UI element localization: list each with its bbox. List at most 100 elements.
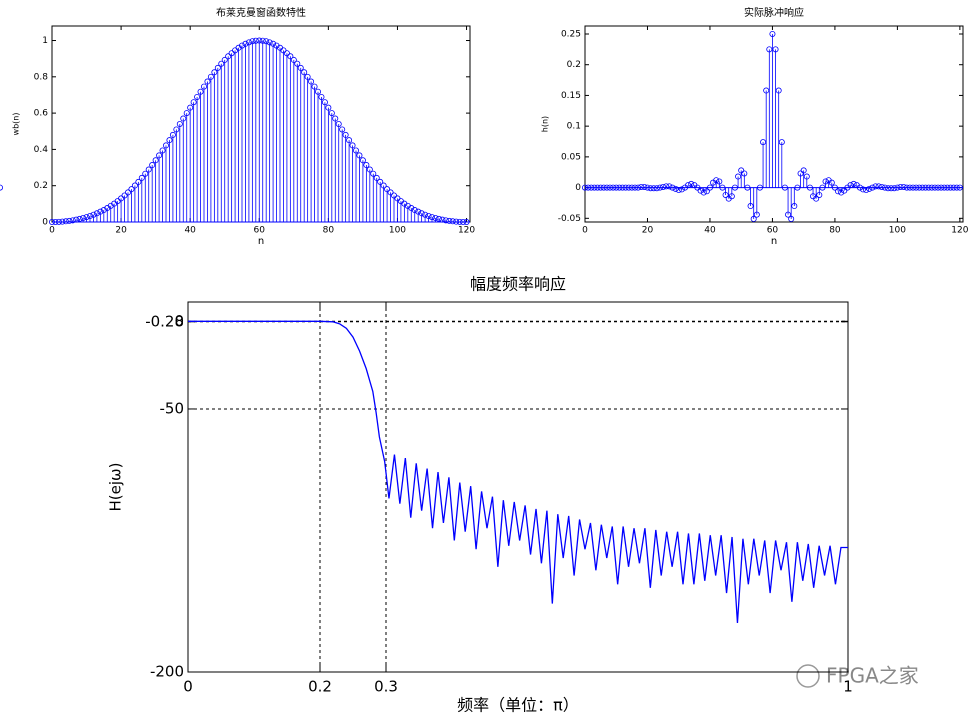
stem-marker xyxy=(308,78,315,85)
stem-marker xyxy=(794,184,801,191)
y-axis-label: H(ejω) xyxy=(107,463,125,512)
stem-marker xyxy=(159,147,166,154)
stem-marker xyxy=(460,218,467,225)
stem-marker xyxy=(180,115,187,122)
y-tick-label: 0.1 xyxy=(567,122,581,132)
stem-marker xyxy=(428,214,435,221)
stem-marker xyxy=(891,185,898,192)
stem-marker xyxy=(925,184,932,191)
stem-marker xyxy=(738,167,745,174)
x-tick-label: 100 xyxy=(889,226,906,236)
x-tick-label: 0 xyxy=(183,678,193,696)
stem-marker xyxy=(432,215,439,222)
stem-marker xyxy=(603,184,610,191)
stem-marker xyxy=(703,188,710,195)
stem-marker xyxy=(76,215,83,222)
stem-marker xyxy=(390,192,397,199)
stem-marker xyxy=(744,184,751,191)
stem-marker xyxy=(152,157,159,164)
stem-marker xyxy=(728,193,735,200)
stem-marker xyxy=(828,179,835,186)
stem-marker xyxy=(866,185,873,192)
stem-marker xyxy=(800,167,807,174)
chart-title: 实际脉冲响应 xyxy=(744,6,804,19)
stem-marker xyxy=(644,184,651,191)
stem-marker xyxy=(328,110,335,117)
line xyxy=(188,320,848,623)
x-tick-label: 0 xyxy=(49,226,55,236)
stem-marker xyxy=(622,184,629,191)
y-tick-label: 0.2 xyxy=(34,181,48,191)
stem-marker xyxy=(653,185,660,192)
stem-marker xyxy=(359,157,366,164)
stem-marker xyxy=(685,182,692,189)
stem-marker xyxy=(700,189,707,196)
stem-marker xyxy=(90,211,97,218)
stem-marker xyxy=(325,104,332,111)
stem-marker xyxy=(211,69,218,76)
stem-marker xyxy=(207,73,214,80)
stem-marker xyxy=(935,184,942,191)
stem-marker xyxy=(881,184,888,191)
stem-marker xyxy=(938,184,945,191)
stem-marker xyxy=(669,184,676,191)
stem-marker xyxy=(772,46,779,53)
stem-marker xyxy=(919,184,926,191)
stem-marker xyxy=(650,185,657,192)
stem-marker xyxy=(831,184,838,191)
x-tick-label: 40 xyxy=(184,226,196,236)
stem-marker xyxy=(83,214,90,221)
stem-marker xyxy=(169,131,176,138)
stem-marker xyxy=(656,184,663,191)
stem-marker xyxy=(121,192,128,199)
stem-marker xyxy=(242,40,249,47)
stem-marker xyxy=(706,184,713,191)
stem-marker xyxy=(694,184,701,191)
stem-marker xyxy=(256,37,263,44)
stem-marker xyxy=(97,208,104,215)
stem-marker xyxy=(781,184,788,191)
stem-marker xyxy=(850,180,857,187)
stem-marker xyxy=(453,218,460,225)
stem-marker xyxy=(62,218,69,225)
x-tick-label: 20 xyxy=(642,226,654,236)
stem-marker xyxy=(425,213,432,220)
stem-marker xyxy=(311,83,318,90)
stem-marker xyxy=(766,46,773,53)
stem-marker xyxy=(863,187,870,194)
x-axis-label: n xyxy=(771,236,777,247)
stem-marker xyxy=(200,83,207,90)
stem-marker xyxy=(769,30,776,37)
stem-marker xyxy=(856,184,863,191)
y-tick-label: 1 xyxy=(42,36,48,46)
stem-marker xyxy=(903,184,910,191)
stem-marker xyxy=(125,189,132,196)
stem-marker xyxy=(675,187,682,194)
stem-marker xyxy=(221,56,228,63)
stem-marker xyxy=(719,184,726,191)
stem-marker xyxy=(666,183,673,190)
stem-marker xyxy=(370,170,377,177)
stem-marker xyxy=(190,99,197,106)
y-tick-label: -50 xyxy=(160,399,185,417)
stem-marker xyxy=(118,195,125,202)
x-axis-label: 频率（单位：π） xyxy=(457,696,579,715)
x-axis-label: n xyxy=(258,236,264,247)
stem-marker xyxy=(788,215,795,222)
stem-marker xyxy=(625,184,632,191)
stem-marker xyxy=(238,42,245,49)
stem-marker xyxy=(944,184,951,191)
stem-marker xyxy=(888,185,895,192)
y-tick-label: 0.05 xyxy=(561,152,581,162)
stem-marker xyxy=(197,88,204,95)
stem-marker xyxy=(318,93,325,100)
stem-marker xyxy=(600,184,607,191)
stem-marker xyxy=(756,184,763,191)
stem-marker xyxy=(841,187,848,194)
stem-marker xyxy=(294,60,301,67)
stem-marker xyxy=(55,218,62,225)
stem-marker xyxy=(716,178,723,185)
y-tick-label: 0.25 xyxy=(561,29,581,39)
x-tick-label: 0.3 xyxy=(374,678,398,696)
stem-marker xyxy=(910,184,917,191)
